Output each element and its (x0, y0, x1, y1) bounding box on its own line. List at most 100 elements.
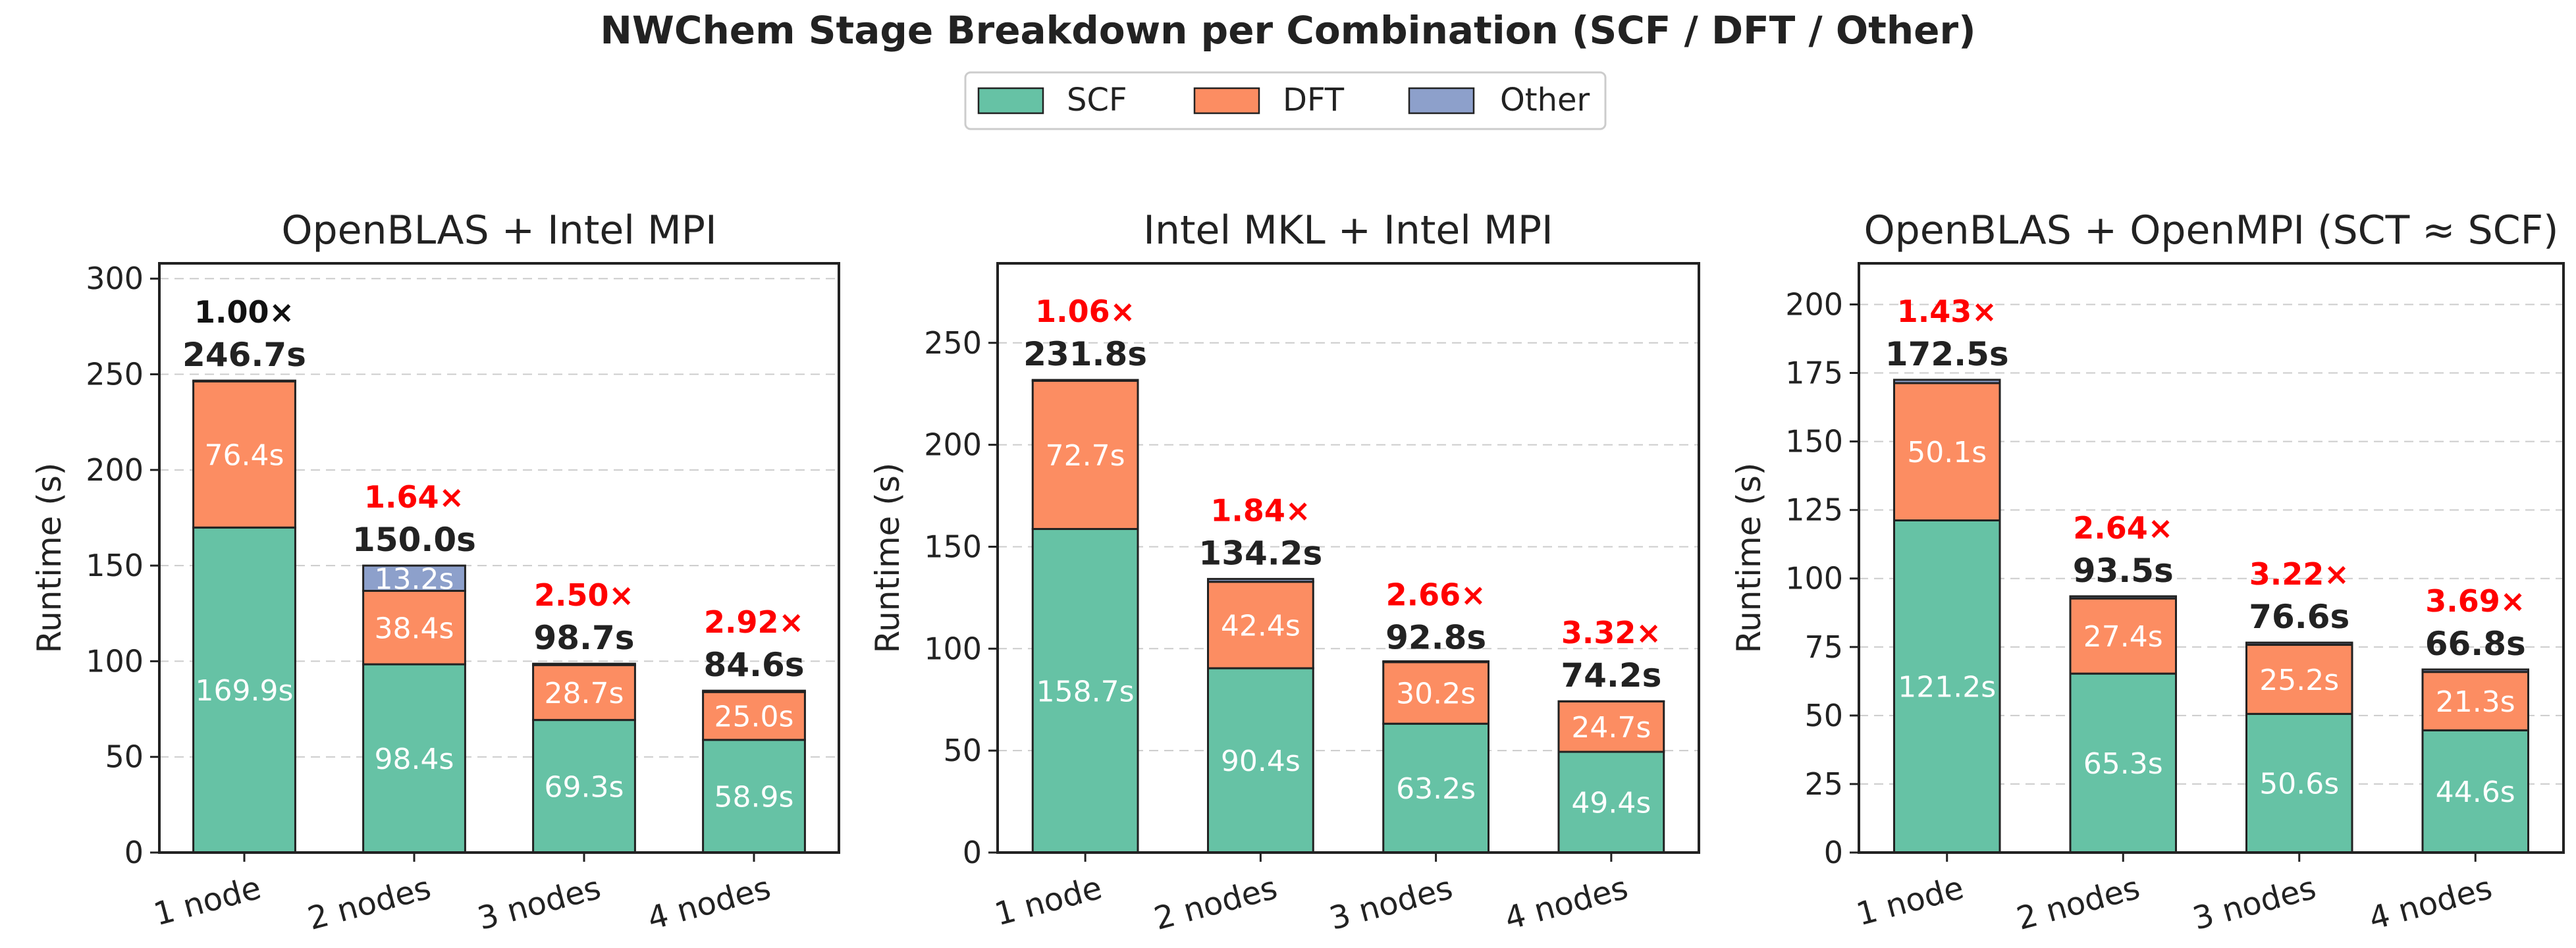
bar-segment-scf (2421, 729, 2529, 854)
total-runtime-label: 134.2s (1198, 534, 1322, 572)
speedup-label: 1.43× (1897, 294, 1997, 329)
bar-segment-other (702, 689, 806, 693)
y-tick-label: 200 (1785, 286, 1843, 322)
y-tick-label: 75 (1804, 629, 1843, 665)
total-runtime-label: 84.6s (703, 646, 804, 684)
y-tick-label: 50 (105, 739, 144, 775)
y-tick-label: 150 (1785, 424, 1843, 460)
bar-segment-scf (1382, 722, 1489, 854)
y-tick-label: 200 (924, 427, 982, 463)
segment-value-label: 158.7s (1036, 675, 1135, 708)
bar-segment-scf (362, 663, 466, 854)
y-axis-label: Runtime (s) (30, 463, 68, 654)
bar-segment-scf (1557, 750, 1665, 854)
y-tick-label: 150 (924, 529, 982, 564)
figure-title: NWChem Stage Breakdown per Combination (… (600, 8, 1975, 53)
bar-segment-dft (2069, 597, 2177, 675)
bar-segment-dft (192, 380, 296, 529)
segment-value-label: 49.4s (1571, 787, 1651, 820)
bar-segment-dft (362, 589, 466, 666)
panel-title: Intel MKL + Intel MPI (1143, 207, 1553, 253)
y-tick-label: 50 (1804, 698, 1843, 733)
segment-value-label: 65.3s (2083, 747, 2163, 781)
legend-item-scf: SCF (977, 82, 1127, 118)
bar-segment-scf (532, 719, 636, 854)
legend-item-other: Other (1408, 82, 1590, 118)
y-tick-label: 100 (86, 643, 144, 679)
y-tick-label: 250 (86, 357, 144, 392)
total-runtime-label: 231.8s (1023, 335, 1147, 373)
speedup-label: 3.69× (2425, 583, 2525, 619)
legend-swatch-other (1408, 87, 1475, 115)
bar-segment-other (532, 662, 636, 666)
segment-value-label: 169.9s (196, 674, 294, 708)
segment-value-label: 98.4s (375, 743, 454, 776)
bar-segment-other (2069, 595, 2177, 600)
speedup-label: 1.06× (1035, 294, 1135, 329)
total-runtime-label: 172.5s (1885, 335, 2009, 373)
speedup-label: 1.64× (364, 479, 464, 515)
y-axis-label: Runtime (s) (869, 463, 907, 654)
bar-segment-dft (2245, 643, 2353, 715)
speedup-label: 2.50× (534, 577, 634, 613)
bar-segment-other (2245, 641, 2353, 646)
y-tick-label: 100 (924, 631, 982, 666)
y-tick-label: 300 (86, 261, 144, 296)
legend-box (964, 71, 1607, 130)
axes-frame (1858, 262, 2565, 854)
total-runtime-label: 74.2s (1561, 656, 1661, 695)
y-tick-label: 125 (1785, 492, 1843, 528)
segment-value-label: 13.2s (375, 562, 454, 596)
legend-swatch-scf (977, 87, 1044, 115)
bar-segment-other (2421, 668, 2529, 673)
axes-frame (158, 262, 840, 854)
y-tick-label: 100 (1785, 561, 1843, 596)
bar-segment-other (1893, 379, 2001, 384)
segment-value-label: 76.4s (205, 438, 284, 472)
y-tick-label: 50 (943, 733, 982, 768)
bar-segment-scf (1207, 667, 1314, 854)
total-runtime-label: 150.0s (352, 521, 476, 559)
total-runtime-label: 76.6s (2249, 598, 2349, 636)
y-tick-label: 0 (963, 835, 982, 870)
segment-value-label: 63.2s (1396, 772, 1476, 806)
bar-segment-other (1031, 379, 1139, 382)
segment-value-label: 90.4s (1221, 745, 1301, 778)
bar-segment-other (362, 564, 466, 592)
legend: SCF DFT Other (964, 71, 1607, 130)
segment-value-label: 44.6s (2436, 776, 2515, 809)
panel-title: OpenBLAS + OpenMPI (SCT ≈ SCF) (1864, 207, 2558, 253)
segment-value-label: 25.0s (714, 700, 794, 734)
segment-value-label: 21.3s (2436, 685, 2515, 719)
y-tick-label: 175 (1785, 356, 1843, 391)
segment-value-label: 50.1s (1907, 436, 1987, 469)
y-tick-label: 0 (124, 835, 144, 870)
segment-value-label: 27.4s (2083, 620, 2163, 654)
legend-item-dft: DFT (1193, 82, 1345, 118)
y-tick-label: 150 (86, 548, 144, 583)
bar-segment-dft (2421, 671, 2529, 731)
segment-value-label: 50.6s (2259, 768, 2339, 801)
bar-segment-scf (192, 526, 296, 854)
legend-label-dft: DFT (1283, 82, 1345, 118)
y-axis-label: Runtime (s) (1730, 463, 1768, 654)
bar-segment-other (1207, 577, 1314, 583)
y-tick-label: 25 (1804, 766, 1843, 802)
bar-segment-scf (1031, 528, 1139, 854)
segment-value-label: 28.7s (545, 677, 624, 710)
segment-value-label: 72.7s (1046, 439, 1125, 473)
total-runtime-label: 246.7s (182, 336, 306, 374)
panel-openblas-openmpi: 0 25 50 75 100 125 150 175 200 Runtime (s) OpenBLA… (1730, 207, 2565, 937)
total-runtime-label: 66.8s (2425, 625, 2526, 663)
total-runtime-label: 92.8s (1385, 619, 1486, 657)
bar-segment-dft (1893, 382, 2001, 521)
segment-value-label: 30.2s (1396, 677, 1476, 711)
speedup-label: 3.22× (2249, 556, 2349, 592)
bar-segment-scf (2245, 712, 2353, 854)
y-tick-label: 0 (1824, 835, 1843, 870)
legend-label-scf: SCF (1067, 82, 1127, 118)
y-tick-label: 200 (86, 452, 144, 488)
speedup-label: 1.84× (1210, 492, 1310, 528)
segment-value-label: 69.3s (545, 770, 624, 804)
